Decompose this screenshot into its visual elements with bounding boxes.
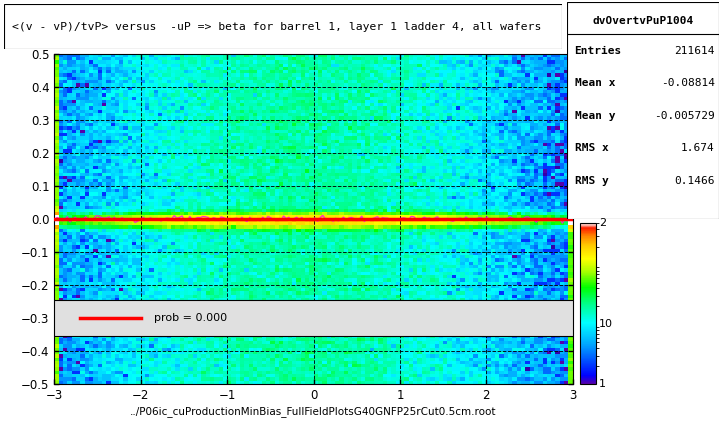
Text: 211614: 211614: [674, 46, 715, 56]
Text: -0.08814: -0.08814: [660, 79, 715, 88]
Text: dvOvertvPuP1004: dvOvertvPuP1004: [592, 16, 694, 26]
Text: prob = 0.000: prob = 0.000: [154, 313, 227, 323]
Text: RMS y: RMS y: [574, 176, 608, 186]
Text: Entries: Entries: [574, 46, 622, 56]
Text: 1.674: 1.674: [681, 143, 715, 154]
Text: <(v - vP)/tvP> versus  -uP => beta for barrel 1, layer 1 ladder 4, all wafers: <(v - vP)/tvP> versus -uP => beta for ba…: [12, 22, 542, 32]
Text: Mean y: Mean y: [574, 111, 615, 121]
Text: 0.1466: 0.1466: [674, 176, 715, 186]
Text: 2: 2: [599, 218, 606, 228]
Bar: [54, 300, 573, 336]
Text: RMS x: RMS x: [574, 143, 608, 154]
Text: -0.005729: -0.005729: [654, 111, 715, 121]
X-axis label: ../P06ic_cuProductionMinBias_FullFieldPlotsG40GNFP25rCut0.5cm.root: ../P06ic_cuProductionMinBias_FullFieldPl…: [130, 406, 497, 417]
Text: 1: 1: [599, 379, 606, 389]
Text: Mean x: Mean x: [574, 79, 615, 88]
Text: 10: 10: [599, 319, 613, 329]
